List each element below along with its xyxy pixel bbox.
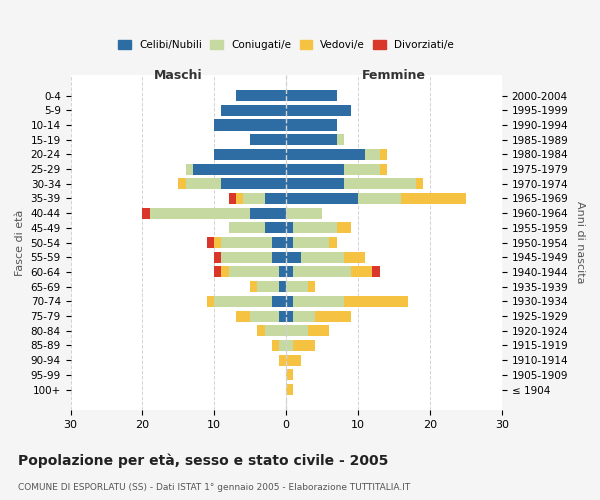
Bar [286, 354, 301, 366]
Bar [416, 178, 423, 190]
Bar [272, 237, 286, 248]
Bar [286, 340, 293, 351]
Bar [236, 90, 286, 101]
Bar [272, 340, 279, 351]
Bar [221, 252, 272, 263]
Bar [344, 296, 409, 307]
Bar [308, 281, 315, 292]
Bar [279, 354, 286, 366]
Bar [142, 208, 149, 218]
Bar [373, 266, 380, 278]
Bar [257, 281, 279, 292]
Bar [250, 310, 279, 322]
Bar [380, 164, 387, 174]
Bar [286, 370, 293, 380]
Bar [308, 325, 329, 336]
Bar [286, 164, 344, 174]
Y-axis label: Anni di nascita: Anni di nascita [575, 202, 585, 284]
Bar [207, 237, 214, 248]
Bar [329, 237, 337, 248]
Text: Maschi: Maschi [154, 70, 203, 82]
Bar [344, 164, 380, 174]
Bar [351, 266, 373, 278]
Bar [279, 266, 286, 278]
Bar [286, 237, 293, 248]
Bar [286, 252, 301, 263]
Bar [293, 296, 344, 307]
Bar [401, 193, 466, 204]
Bar [380, 149, 387, 160]
Bar [286, 134, 337, 145]
Bar [315, 310, 351, 322]
Bar [243, 193, 265, 204]
Bar [293, 340, 315, 351]
Bar [286, 90, 337, 101]
Bar [344, 178, 416, 190]
Bar [214, 149, 286, 160]
Bar [293, 222, 337, 234]
Bar [293, 266, 351, 278]
Bar [286, 296, 293, 307]
Bar [265, 325, 286, 336]
Bar [257, 325, 265, 336]
Text: COMUNE DI ESPORLATU (SS) - Dati ISTAT 1° gennaio 2005 - Elaborazione TUTTITALIA.: COMUNE DI ESPORLATU (SS) - Dati ISTAT 1°… [18, 483, 410, 492]
Bar [149, 208, 250, 218]
Bar [185, 178, 221, 190]
Bar [293, 237, 329, 248]
Bar [286, 208, 322, 218]
Bar [365, 149, 380, 160]
Bar [185, 164, 193, 174]
Bar [207, 296, 214, 307]
Bar [265, 193, 286, 204]
Bar [236, 193, 243, 204]
Text: Femmine: Femmine [362, 70, 426, 82]
Bar [286, 325, 308, 336]
Bar [250, 134, 286, 145]
Bar [272, 296, 286, 307]
Bar [214, 266, 221, 278]
Bar [344, 252, 365, 263]
Bar [229, 222, 265, 234]
Bar [286, 178, 344, 190]
Bar [286, 149, 365, 160]
Bar [221, 237, 272, 248]
Bar [214, 252, 221, 263]
Bar [286, 193, 358, 204]
Bar [279, 340, 286, 351]
Y-axis label: Fasce di età: Fasce di età [15, 210, 25, 276]
Bar [265, 222, 286, 234]
Bar [214, 296, 272, 307]
Bar [279, 281, 286, 292]
Bar [286, 266, 293, 278]
Bar [286, 384, 293, 395]
Bar [286, 105, 351, 116]
Bar [221, 105, 286, 116]
Bar [279, 310, 286, 322]
Bar [337, 222, 351, 234]
Bar [229, 266, 279, 278]
Bar [236, 310, 250, 322]
Bar [221, 266, 229, 278]
Bar [293, 310, 315, 322]
Bar [229, 193, 236, 204]
Bar [178, 178, 185, 190]
Bar [272, 252, 286, 263]
Bar [286, 310, 293, 322]
Bar [214, 120, 286, 130]
Bar [337, 134, 344, 145]
Bar [214, 237, 221, 248]
Bar [221, 178, 286, 190]
Bar [286, 120, 337, 130]
Legend: Celibi/Nubili, Coniugati/e, Vedovi/e, Divorziati/e: Celibi/Nubili, Coniugati/e, Vedovi/e, Di… [115, 36, 457, 53]
Bar [250, 281, 257, 292]
Bar [358, 193, 401, 204]
Bar [301, 252, 344, 263]
Text: Popolazione per età, sesso e stato civile - 2005: Popolazione per età, sesso e stato civil… [18, 454, 388, 468]
Bar [286, 222, 293, 234]
Bar [286, 281, 308, 292]
Bar [250, 208, 286, 218]
Bar [193, 164, 286, 174]
